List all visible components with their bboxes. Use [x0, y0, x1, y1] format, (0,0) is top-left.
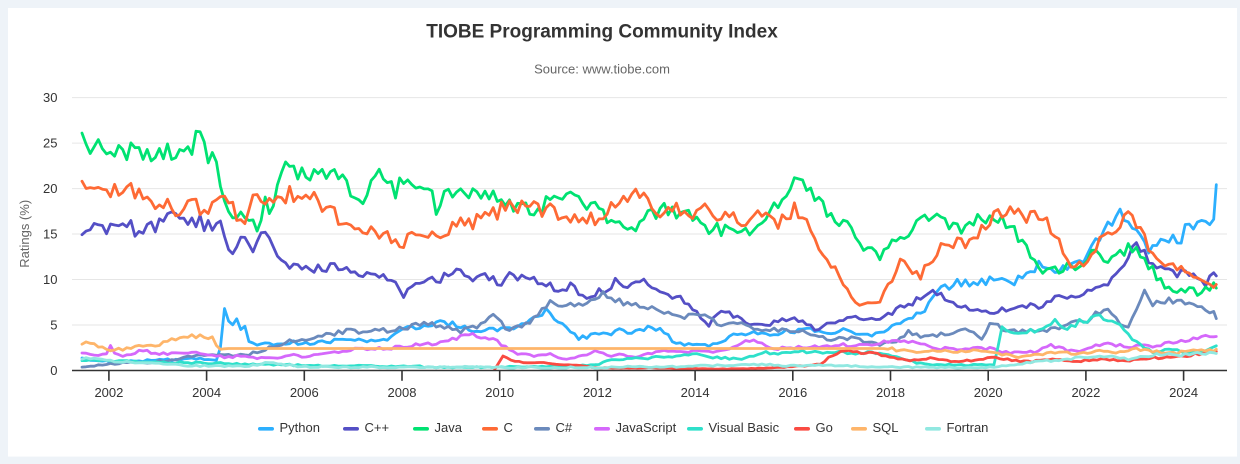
svg-text:5: 5: [50, 318, 57, 333]
svg-text:2012: 2012: [583, 385, 612, 400]
svg-text:C#: C#: [556, 420, 573, 435]
svg-text:Ratings (%): Ratings (%): [17, 200, 32, 268]
svg-text:25: 25: [43, 136, 57, 151]
svg-text:2002: 2002: [94, 385, 123, 400]
svg-text:2018: 2018: [876, 385, 905, 400]
svg-text:SQL: SQL: [873, 420, 899, 435]
svg-text:2004: 2004: [192, 385, 221, 400]
svg-text:C++: C++: [365, 420, 390, 435]
svg-text:Go: Go: [816, 420, 833, 435]
svg-text:JavaScript: JavaScript: [616, 420, 677, 435]
svg-text:Fortran: Fortran: [947, 420, 989, 435]
svg-text:2014: 2014: [681, 385, 710, 400]
svg-text:2022: 2022: [1071, 385, 1100, 400]
svg-text:TIOBE Programming Community In: TIOBE Programming Community Index: [426, 22, 778, 43]
svg-text:2024: 2024: [1169, 385, 1198, 400]
svg-text:0: 0: [50, 363, 57, 378]
svg-text:Java: Java: [435, 420, 463, 435]
svg-text:2006: 2006: [290, 385, 319, 400]
svg-text:C: C: [504, 420, 513, 435]
svg-text:2010: 2010: [485, 385, 514, 400]
svg-text:15: 15: [43, 227, 57, 242]
svg-text:20: 20: [43, 181, 57, 196]
svg-text:Python: Python: [280, 420, 320, 435]
svg-text:30: 30: [43, 90, 57, 105]
svg-text:2016: 2016: [778, 385, 807, 400]
svg-text:Source: www.tiobe.com: Source: www.tiobe.com: [534, 62, 670, 77]
svg-text:10: 10: [43, 272, 57, 287]
svg-text:2008: 2008: [388, 385, 417, 400]
svg-text:Visual Basic: Visual Basic: [709, 420, 780, 435]
svg-text:2020: 2020: [974, 385, 1003, 400]
